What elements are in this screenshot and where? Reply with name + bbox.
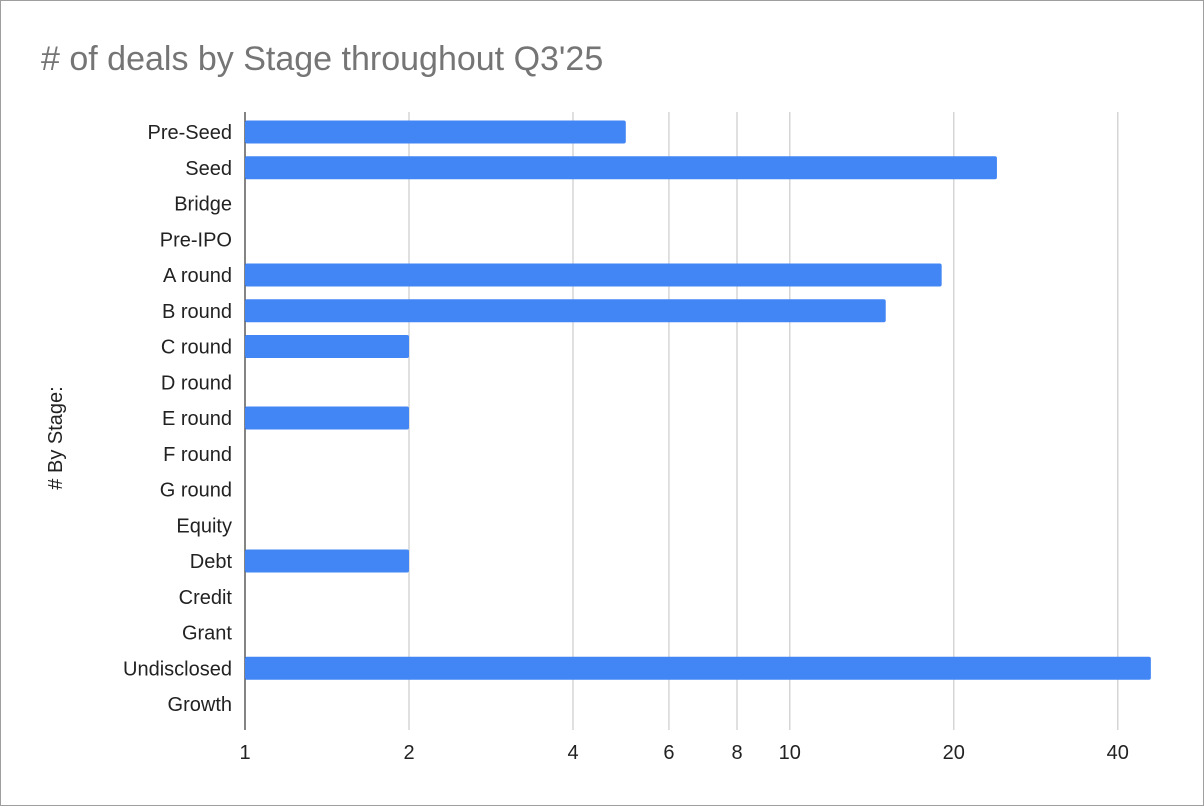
category-label: C round	[161, 337, 232, 359]
category-label: E round	[162, 408, 232, 430]
category-label: Pre-IPO	[160, 229, 232, 251]
bar-b-round	[245, 299, 886, 323]
x-tick-labels: 1 2 4 6 8 10 20 40	[239, 742, 1128, 764]
chart-title: # of deals by Stage throughout Q3'25	[41, 40, 604, 78]
category-label: Pre-Seed	[148, 122, 233, 144]
category-label: G round	[160, 480, 232, 502]
x-tick-label: 2	[403, 742, 414, 764]
gridlines	[244, 112, 1119, 730]
category-labels: Pre-Seed Seed Bridge Pre-IPO A round B round C…	[123, 122, 232, 716]
y-axis-title: # By Stage:	[45, 386, 67, 489]
category-label: Equity	[176, 515, 232, 537]
category-label: Seed	[185, 158, 232, 180]
x-tick-label: 10	[779, 742, 801, 764]
category-label: Bridge	[174, 194, 232, 216]
category-label: Credit	[179, 587, 233, 609]
bar-undisclosed	[245, 656, 1151, 680]
bar-e-round	[245, 406, 409, 430]
category-label: Growth	[168, 694, 232, 716]
bar-a-round	[245, 263, 942, 287]
category-label: D round	[161, 372, 232, 394]
category-label: Undisclosed	[123, 658, 232, 680]
bar-c-round	[245, 335, 409, 358]
category-label: B round	[162, 301, 232, 323]
x-tick-label: 40	[1107, 742, 1129, 764]
bar-debt	[245, 549, 409, 573]
category-label: Grant	[182, 623, 232, 645]
bar-seed	[245, 156, 997, 180]
category-label: Debt	[190, 551, 233, 573]
x-tick-label: 8	[731, 742, 742, 764]
category-label: F round	[163, 444, 232, 466]
bars	[245, 120, 1151, 680]
x-tick-label: 20	[943, 742, 965, 764]
bar-pre-seed	[245, 120, 626, 144]
x-tick-label: 4	[567, 742, 578, 764]
category-label: A round	[163, 265, 232, 287]
x-tick-label: 1	[239, 742, 250, 764]
x-tick-label: 6	[663, 742, 674, 764]
